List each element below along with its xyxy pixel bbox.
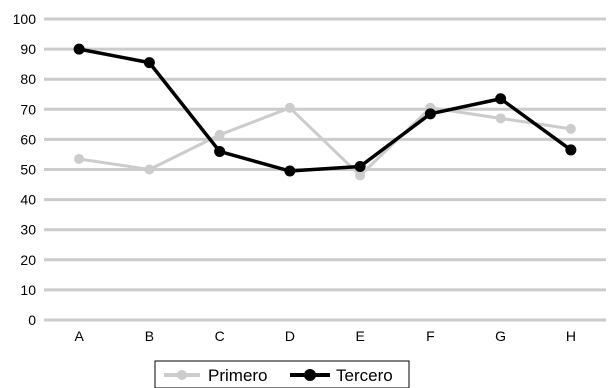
series-line-primero xyxy=(78,106,572,178)
series-primero xyxy=(74,102,576,181)
legend: Primero Tercero xyxy=(154,360,410,388)
data-point-tercero-E xyxy=(354,160,366,172)
x-tick-label-C: C xyxy=(215,328,225,344)
y-tick-label-100: 100 xyxy=(13,11,37,27)
data-point-primero-C xyxy=(214,129,225,140)
y-axis-ticks: 0 10 20 30 40 50 60 70 80 90 100 xyxy=(13,11,37,328)
legend-label-primero: Primero xyxy=(208,366,268,385)
series-line-tercero xyxy=(78,47,572,173)
data-point-tercero-C xyxy=(214,145,226,157)
x-tick-label-H: H xyxy=(566,328,576,344)
x-tick-label-G: G xyxy=(495,328,506,344)
y-tick-label-90: 90 xyxy=(20,41,36,57)
series-tercero xyxy=(73,43,577,177)
data-point-primero-G xyxy=(495,113,506,124)
x-axis-ticks: A B C D E F G H xyxy=(74,328,575,344)
x-tick-label-D: D xyxy=(285,328,295,344)
data-point-tercero-B xyxy=(143,57,155,69)
y-tick-label-70: 70 xyxy=(20,101,36,117)
x-tick-label-A: A xyxy=(74,328,84,344)
legend-marker-tercero xyxy=(304,369,316,381)
y-tick-label-80: 80 xyxy=(20,71,36,87)
y-tick-label-30: 30 xyxy=(20,222,36,238)
x-tick-label-E: E xyxy=(355,328,364,344)
y-tick-label-40: 40 xyxy=(20,192,36,208)
data-point-primero-H xyxy=(565,123,576,134)
data-point-tercero-F xyxy=(424,108,436,120)
data-point-tercero-H xyxy=(565,144,577,156)
data-point-primero-E xyxy=(355,170,366,181)
y-tick-label-0: 0 xyxy=(28,312,36,328)
legend-label-tercero: Tercero xyxy=(336,366,393,385)
y-tick-label-60: 60 xyxy=(20,131,36,147)
y-tick-label-10: 10 xyxy=(20,282,36,298)
data-point-primero-A xyxy=(74,153,85,164)
x-tick-label-B: B xyxy=(145,328,154,344)
y-tick-label-50: 50 xyxy=(20,162,36,178)
y-tick-label-20: 20 xyxy=(20,252,36,268)
data-point-tercero-G xyxy=(495,93,507,105)
data-point-tercero-D xyxy=(284,165,296,177)
series-group xyxy=(73,43,577,181)
data-point-primero-D xyxy=(284,102,295,113)
data-point-tercero-A xyxy=(73,43,85,55)
legend-marker-primero xyxy=(177,370,187,380)
data-point-primero-B xyxy=(144,164,155,175)
x-tick-label-F: F xyxy=(426,328,435,344)
